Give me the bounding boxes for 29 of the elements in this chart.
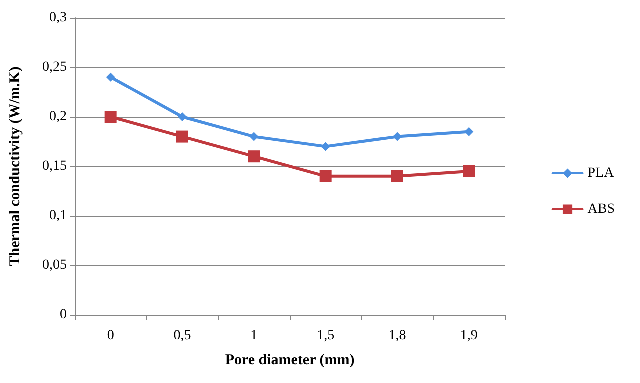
x-tick-label: 1,9 xyxy=(460,328,478,344)
y-tick-label: 0,25 xyxy=(42,60,67,75)
point xyxy=(248,150,260,163)
y-axis-title: Thermal conductivity (W/m.K) xyxy=(8,66,24,266)
x-tick-label: 1,8 xyxy=(388,328,406,344)
x-tick-label: 1 xyxy=(250,328,258,344)
y-tick-label: 0,05 xyxy=(42,258,67,273)
point xyxy=(463,165,476,178)
legend-label: PLA xyxy=(588,166,616,181)
point xyxy=(106,72,116,82)
x-tick-label: 0 xyxy=(107,328,114,344)
point xyxy=(104,111,117,123)
point xyxy=(250,132,259,142)
point xyxy=(320,170,332,182)
point xyxy=(392,170,404,182)
x-tick-label: 1,5 xyxy=(317,328,335,344)
legend-label: ABS xyxy=(588,202,615,217)
point xyxy=(321,142,330,152)
point xyxy=(464,127,474,136)
y-tick-label: 0,1 xyxy=(50,208,67,224)
x-axis-title: Pore diameter (mm) xyxy=(225,352,355,368)
point xyxy=(393,132,402,142)
y-tick-label: 0,2 xyxy=(50,110,67,124)
y-tick-label: 0 xyxy=(60,308,67,322)
y-tick-label: 0,3 xyxy=(50,10,67,26)
x-tick-label: 0,5 xyxy=(174,328,192,344)
point xyxy=(176,130,188,143)
y-tick-label: 0,15 xyxy=(42,159,67,174)
point xyxy=(178,112,187,122)
